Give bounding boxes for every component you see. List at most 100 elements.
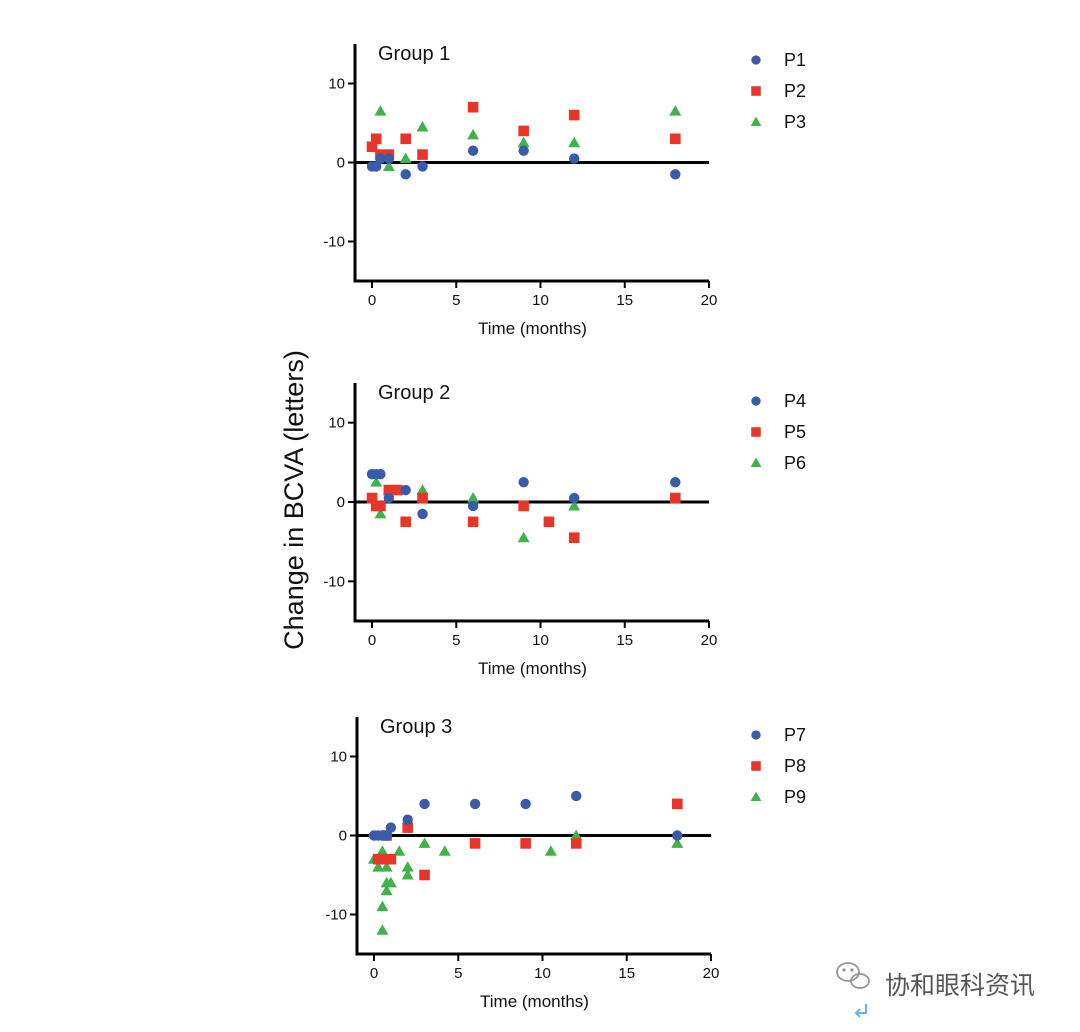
x-tick-label: 15: [616, 632, 633, 649]
panel-1: -10 0 10 0 5 10 15 20 Time (months) Group 1 P1 P2 P3: [323, 43, 806, 338]
data-point-P1: [371, 161, 382, 172]
data-point-P9: [570, 829, 583, 840]
data-point-P3: [416, 120, 429, 132]
x-axis-title: Time (months): [480, 992, 589, 1011]
data-point-P5: [366, 492, 378, 504]
y-tick-label: -10: [325, 907, 347, 924]
y-tick-label: 10: [328, 415, 345, 432]
data-point-P5: [543, 516, 555, 528]
legend-label-P4: P4: [784, 391, 806, 411]
return-arrow-icon: [854, 1004, 867, 1018]
data-point-P9: [401, 861, 414, 872]
data-point-P8: [377, 853, 388, 865]
data-point-P9: [376, 924, 389, 935]
legend-label-P2: P2: [784, 81, 806, 101]
data-point-P7: [402, 814, 413, 825]
data-point-P9: [671, 837, 684, 848]
y-tick-label: 0: [337, 494, 345, 511]
watermark-text: 协和眼科资讯: [885, 972, 1035, 1000]
data-point-P4: [467, 500, 479, 512]
data-point-P8: [672, 798, 683, 810]
data-point-P1: [670, 169, 681, 180]
legend-label-P5: P5: [784, 422, 806, 442]
data-point-P1: [400, 169, 411, 180]
data-point-P3: [517, 136, 530, 148]
x-tick-label: 10: [532, 292, 549, 309]
data-point-P6: [568, 499, 581, 511]
legend-marker-P2: [751, 86, 761, 96]
data-point-P1: [569, 153, 580, 164]
data-point-P1: [417, 161, 428, 172]
series-P7: [368, 790, 683, 841]
data-point-P5: [568, 532, 580, 543]
data-point-P7: [385, 822, 397, 833]
data-point-P4: [375, 469, 386, 480]
data-point-P4: [417, 508, 428, 520]
data-point-P2: [370, 133, 382, 145]
panel-3: -10 0 10 0 5 10 15 20 Time (months) Group 3 P7 P8 P9: [325, 716, 806, 1011]
y-tick-label: 0: [337, 155, 345, 172]
legend-1: P1 P2 P3: [750, 50, 806, 132]
data-point-P4: [383, 492, 395, 504]
x-tick-label: 5: [452, 632, 460, 649]
data-point-P4: [400, 484, 411, 496]
x-tick-label: 20: [701, 632, 718, 649]
data-point-P6: [517, 531, 530, 543]
panel-title: Group 2: [378, 382, 450, 404]
y-tick-label: -10: [323, 234, 345, 251]
x-tick-label: 20: [701, 292, 718, 309]
series-P8: [372, 798, 683, 881]
x-tick-label: 10: [534, 965, 551, 982]
data-point-P6: [374, 507, 387, 519]
x-tick-label: 0: [368, 632, 376, 649]
data-point-P9: [418, 837, 431, 848]
data-point-P9: [372, 861, 385, 872]
x-tick-label: 0: [370, 965, 378, 982]
data-point-P4: [518, 476, 529, 488]
data-point-P9: [376, 845, 389, 856]
legend-2: P4 P5 P6: [750, 391, 806, 473]
shared-ylabel: Change in BCVA (letters): [279, 350, 309, 650]
legend-marker-P1: [751, 55, 761, 65]
data-point-P9: [384, 876, 397, 888]
data-point-P2: [467, 101, 479, 113]
data-point-P7: [381, 830, 392, 841]
series-P1: [366, 145, 681, 180]
data-point-P5: [400, 516, 411, 528]
series-P3: [374, 105, 682, 171]
axes-group-1: -10 0 10 0 5 10 15 20: [323, 44, 717, 309]
data-point-P3: [399, 152, 412, 164]
data-point-P2: [366, 141, 378, 152]
x-axis-title: Time (months): [478, 659, 587, 678]
data-point-P2: [568, 109, 580, 121]
data-point-P3: [669, 105, 682, 116]
panel-title: Group 1: [378, 43, 450, 65]
data-point-P7: [520, 798, 531, 810]
panel-2: -10 0 10 0 5 10 15 20 Time (months) Group 2 P4 P5 P6: [323, 382, 806, 678]
data-point-P2: [417, 149, 428, 160]
y-tick-label: 0: [339, 828, 347, 845]
legend-marker-P8: [751, 761, 761, 771]
axes-group-3: -10 0 10 0 5 10 15 20: [325, 717, 719, 982]
legend-label-P9: P9: [784, 787, 806, 807]
legend-label-P6: P6: [784, 453, 806, 473]
legend-marker-P5: [751, 427, 761, 437]
data-point-P7: [672, 830, 683, 841]
x-tick-label: 15: [616, 292, 633, 309]
data-point-P5: [417, 492, 428, 504]
data-point-P8: [570, 838, 582, 849]
legend-marker-P6: [750, 457, 762, 468]
data-point-P9: [380, 884, 393, 896]
data-point-P8: [520, 838, 531, 849]
data-point-P3: [467, 128, 480, 140]
data-point-P3: [382, 160, 395, 171]
y-tick-label: -10: [323, 573, 345, 590]
data-point-P5: [518, 500, 529, 512]
wechat-icon: [836, 962, 870, 989]
data-point-P9: [401, 869, 414, 880]
shared-y-axis-label: Change in BCVA (letters): [279, 350, 309, 650]
data-point-P6: [370, 476, 383, 487]
data-point-P4: [670, 476, 681, 488]
